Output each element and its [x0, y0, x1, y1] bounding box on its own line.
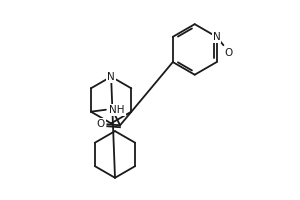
Text: NH: NH	[110, 105, 125, 115]
Text: O: O	[97, 119, 105, 129]
Text: O: O	[224, 48, 232, 58]
Text: N: N	[213, 32, 220, 42]
Text: N: N	[107, 72, 115, 82]
